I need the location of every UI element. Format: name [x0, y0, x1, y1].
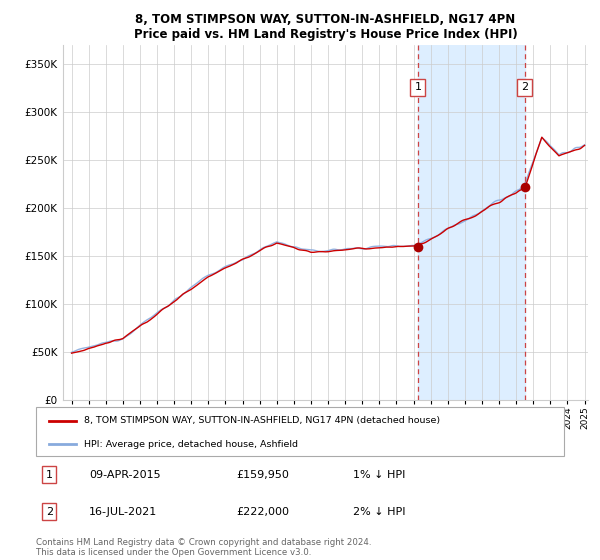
FancyBboxPatch shape: [36, 407, 564, 456]
Text: 1% ↓ HPI: 1% ↓ HPI: [353, 470, 405, 479]
Text: 1: 1: [415, 82, 421, 92]
Bar: [418, 45, 525, 400]
Text: 2: 2: [46, 507, 53, 517]
Text: 1: 1: [46, 470, 53, 479]
Text: 16-JUL-2021: 16-JUL-2021: [89, 507, 157, 517]
Text: £222,000: £222,000: [236, 507, 290, 517]
Text: 2: 2: [521, 82, 528, 92]
Text: Contains HM Land Registry data © Crown copyright and database right 2024.
This d: Contains HM Land Registry data © Crown c…: [36, 538, 371, 557]
Title: 8, TOM STIMPSON WAY, SUTTON-IN-ASHFIELD, NG17 4PN
Price paid vs. HM Land Registr: 8, TOM STIMPSON WAY, SUTTON-IN-ASHFIELD,…: [134, 13, 517, 41]
Text: 09-APR-2015: 09-APR-2015: [89, 470, 160, 479]
Text: £159,950: £159,950: [236, 470, 290, 479]
Text: 8, TOM STIMPSON WAY, SUTTON-IN-ASHFIELD, NG17 4PN (detached house): 8, TOM STIMPSON WAY, SUTTON-IN-ASHFIELD,…: [83, 417, 440, 426]
Text: HPI: Average price, detached house, Ashfield: HPI: Average price, detached house, Ashf…: [83, 440, 298, 449]
Text: 2% ↓ HPI: 2% ↓ HPI: [353, 507, 406, 517]
